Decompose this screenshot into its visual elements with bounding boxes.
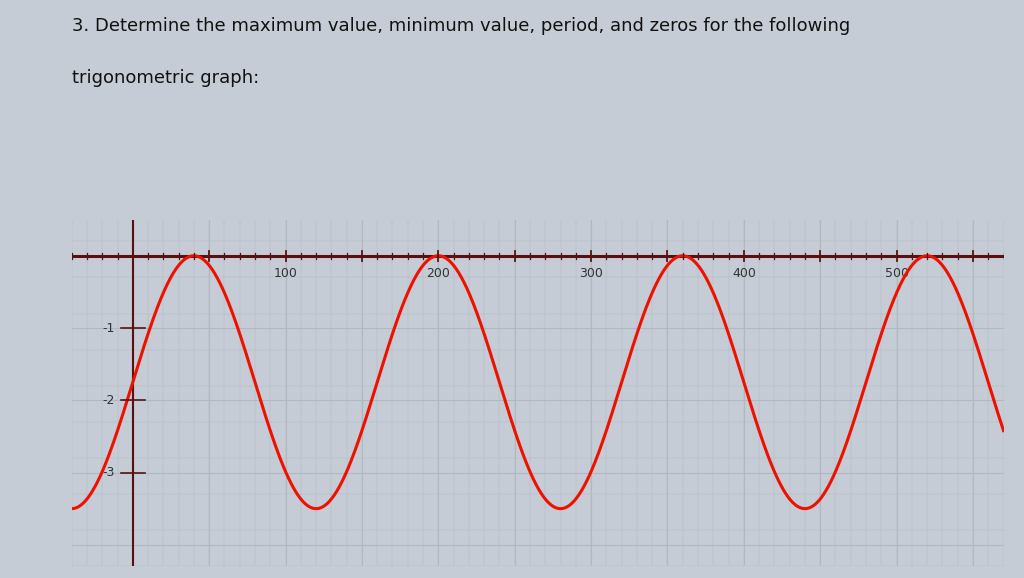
Text: 100: 100 — [273, 266, 298, 280]
Text: trigonometric graph:: trigonometric graph: — [72, 69, 259, 87]
Text: 200: 200 — [426, 266, 451, 280]
Text: -2: -2 — [102, 394, 115, 407]
Text: -1: -1 — [102, 321, 115, 335]
Text: 3. Determine the maximum value, minimum value, period, and zeros for the followi: 3. Determine the maximum value, minimum … — [72, 17, 850, 35]
Text: 300: 300 — [580, 266, 603, 280]
Text: 500: 500 — [885, 266, 908, 280]
Text: 400: 400 — [732, 266, 756, 280]
Text: -3: -3 — [102, 466, 115, 479]
